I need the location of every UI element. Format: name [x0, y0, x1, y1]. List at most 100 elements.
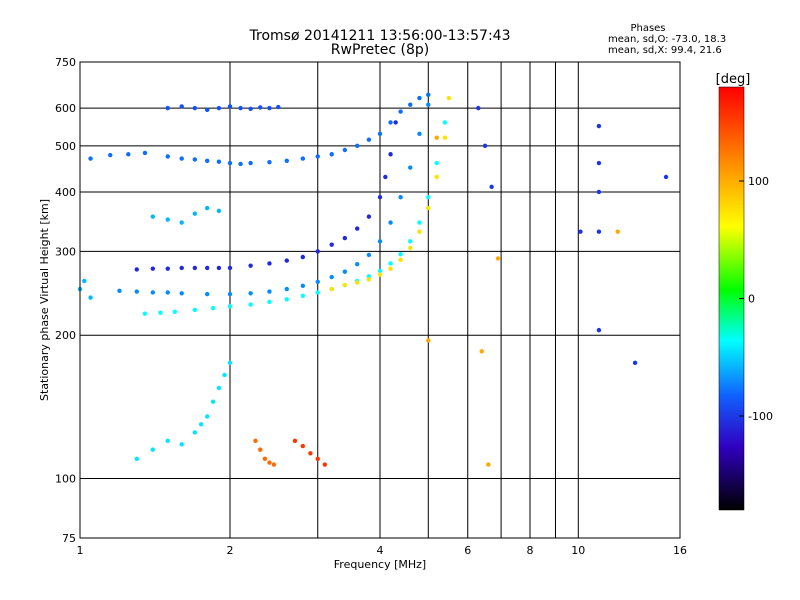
- data-point: [134, 289, 139, 294]
- data-point: [142, 311, 148, 316]
- colorbar-ticks: 100 0 -100: [739, 175, 773, 423]
- data-point: [596, 229, 602, 234]
- x-tick-label: 10: [571, 544, 585, 557]
- data-point: [158, 310, 163, 315]
- data-point: [165, 154, 170, 159]
- data-point: [377, 272, 383, 277]
- data-point: [342, 147, 348, 153]
- data-point: [216, 159, 222, 164]
- data-point: [315, 290, 320, 295]
- phases-mean-o: mean, sd,O: -73.0, 18.3: [608, 34, 726, 45]
- y-tick-label: 200: [55, 329, 76, 342]
- data-point: [126, 152, 131, 157]
- data-point: [482, 143, 488, 149]
- chart-subtitle: RwPretec (8p): [331, 42, 429, 58]
- y-tick-label: 75: [62, 532, 76, 545]
- data-point: [393, 120, 398, 125]
- data-point: [192, 105, 198, 111]
- y-tick-label: 600: [55, 102, 76, 115]
- x-tick-label: 8: [527, 544, 534, 557]
- data-point: [204, 158, 210, 164]
- data-point: [388, 220, 393, 225]
- data-point: [322, 462, 328, 467]
- data-point: [663, 174, 669, 180]
- data-point: [315, 154, 320, 159]
- data-point: [108, 152, 113, 158]
- colorbar-label: [deg]: [716, 72, 751, 87]
- data-point: [204, 265, 210, 271]
- data-point: [284, 297, 289, 302]
- data-point: [253, 438, 258, 444]
- data-point: [354, 226, 360, 231]
- y-axis-ticks: 75 100 200 300 400 500 600 750: [55, 56, 76, 545]
- data-point: [354, 143, 360, 149]
- data-point: [495, 256, 501, 261]
- data-point: [366, 214, 372, 219]
- data-point: [388, 120, 393, 125]
- x-tick-label: 4: [377, 544, 384, 557]
- data-point: [408, 239, 413, 244]
- data-point: [434, 135, 439, 140]
- data-point: [88, 295, 93, 300]
- data-point: [227, 160, 233, 166]
- data-point: [227, 360, 233, 366]
- data-point: [271, 462, 277, 467]
- y-tick-label: 100: [55, 473, 76, 486]
- data-point: [222, 372, 227, 378]
- data-point: [258, 105, 263, 110]
- data-point: [165, 266, 170, 271]
- data-point: [300, 443, 306, 449]
- data-point: [292, 438, 298, 444]
- data-point: [284, 286, 289, 292]
- data-point: [300, 254, 306, 260]
- data-point: [150, 266, 156, 271]
- data-point: [165, 290, 170, 295]
- data-point: [165, 105, 170, 111]
- data-point: [398, 109, 403, 114]
- data-point: [377, 131, 383, 136]
- plot-frame: [79, 61, 681, 539]
- data-point: [134, 267, 139, 272]
- data-point: [300, 283, 306, 289]
- phases-mean-x: mean, sd,X: 99.4, 21.6: [608, 45, 722, 56]
- data-point: [329, 274, 334, 280]
- data-point: [388, 261, 393, 266]
- data-point: [267, 299, 272, 305]
- data-point: [227, 104, 233, 109]
- data-point: [442, 135, 448, 140]
- phases-title: Phases: [630, 23, 665, 34]
- data-point: [486, 462, 491, 467]
- data-point: [227, 304, 233, 309]
- data-point: [596, 123, 602, 129]
- colorbar-tick-label: -100: [748, 410, 773, 423]
- y-tick-label: 500: [55, 140, 76, 153]
- data-point: [434, 160, 439, 166]
- data-point: [596, 327, 602, 333]
- y-tick-label: 750: [55, 56, 76, 69]
- data-point: [329, 286, 334, 292]
- data-point: [192, 157, 198, 162]
- data-point: [210, 305, 216, 311]
- data-point: [300, 156, 306, 161]
- data-point: [398, 251, 403, 257]
- data-point: [179, 220, 184, 225]
- data-point: [198, 422, 204, 427]
- data-point: [150, 214, 156, 219]
- data-point: [238, 105, 243, 111]
- data-point: [426, 338, 431, 343]
- data-point: [179, 442, 184, 447]
- data-point: [377, 239, 383, 244]
- data-point: [632, 360, 638, 366]
- data-point: [192, 430, 198, 435]
- data-point: [204, 291, 210, 297]
- data-point: [165, 438, 170, 444]
- data-point: [192, 265, 198, 271]
- data-point: [388, 266, 393, 271]
- data-point: [216, 105, 222, 111]
- data-point: [267, 105, 272, 111]
- data-point: [150, 447, 156, 452]
- data-point: [417, 229, 422, 234]
- data-point: [426, 205, 431, 211]
- data-point: [142, 150, 148, 156]
- data-point: [276, 104, 281, 110]
